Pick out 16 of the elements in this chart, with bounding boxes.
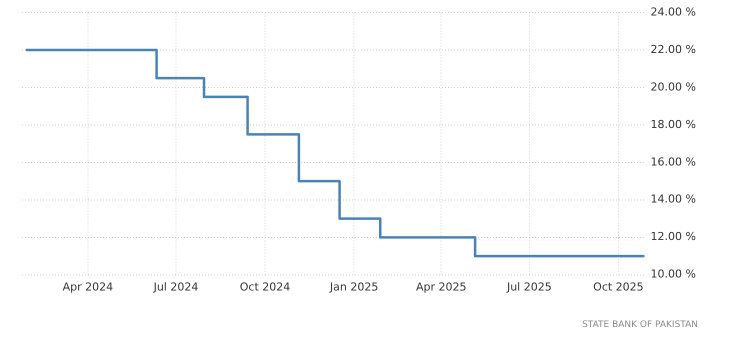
x-tick-label: Oct 2025 — [593, 280, 644, 294]
y-tick-label: 22.00 % — [650, 42, 696, 56]
y-tick-label: 24.00 % — [650, 5, 696, 18]
x-tick-label: Jan 2025 — [328, 280, 378, 294]
x-tick-label: Oct 2024 — [240, 280, 290, 294]
y-tick-label: 16.00 % — [650, 155, 696, 168]
x-tick-label: Apr 2025 — [416, 280, 466, 294]
y-tick-label: 18.00 % — [650, 118, 696, 131]
y-tick-label: 10.00 % — [650, 268, 696, 281]
x-tick-label: Jul 2025 — [506, 280, 552, 294]
x-tick-label: Jul 2024 — [152, 280, 198, 294]
y-tick-label: 12.00 % — [650, 230, 696, 244]
text: STATE BANK OF PAKISTAN — [582, 320, 698, 330]
y-tick-label: 14.00 % — [650, 192, 696, 206]
y-tick-label: 20.00 % — [650, 80, 696, 94]
x-tick-label: Apr 2024 — [62, 280, 114, 294]
